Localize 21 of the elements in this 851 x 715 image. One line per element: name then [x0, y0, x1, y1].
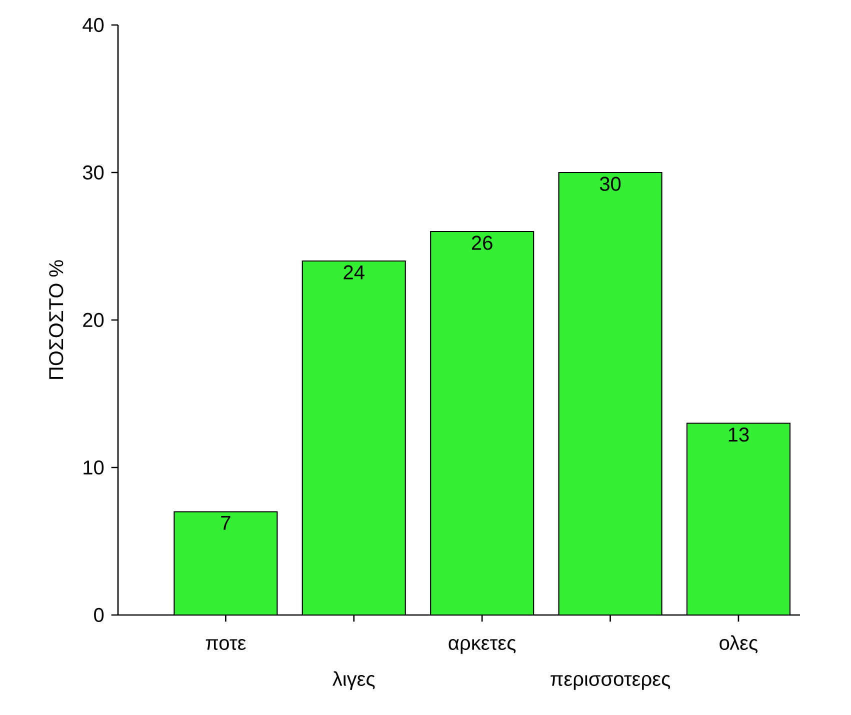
y-tick-label: 10	[84, 460, 104, 475]
x-tick-label: περισσοτερες	[550, 675, 670, 690]
x-tick-label: λιγες	[332, 671, 375, 690]
y-tick-label: 30	[82, 165, 104, 180]
x-tick-label: ποτε	[206, 639, 246, 650]
data-label: 26	[472, 236, 492, 250]
bar	[174, 511, 278, 615]
bar	[302, 260, 406, 615]
y-tick-label: 40	[82, 18, 104, 32]
x-tick-label: αρκετες	[448, 639, 516, 654]
x-tick-label: ολες	[720, 635, 758, 654]
data-label: 24	[344, 265, 364, 280]
y-tick-label: 20	[83, 312, 104, 328]
bar	[430, 230, 534, 615]
data-label: 30	[600, 176, 621, 191]
bar	[558, 172, 662, 615]
bar	[686, 422, 791, 615]
y-tick-label: 0	[94, 608, 104, 622]
data-label: 7	[221, 516, 230, 530]
data-label: 13	[728, 428, 749, 442]
y-axis-title: ΠΟΣΟΣΤΟ %	[49, 260, 64, 379]
